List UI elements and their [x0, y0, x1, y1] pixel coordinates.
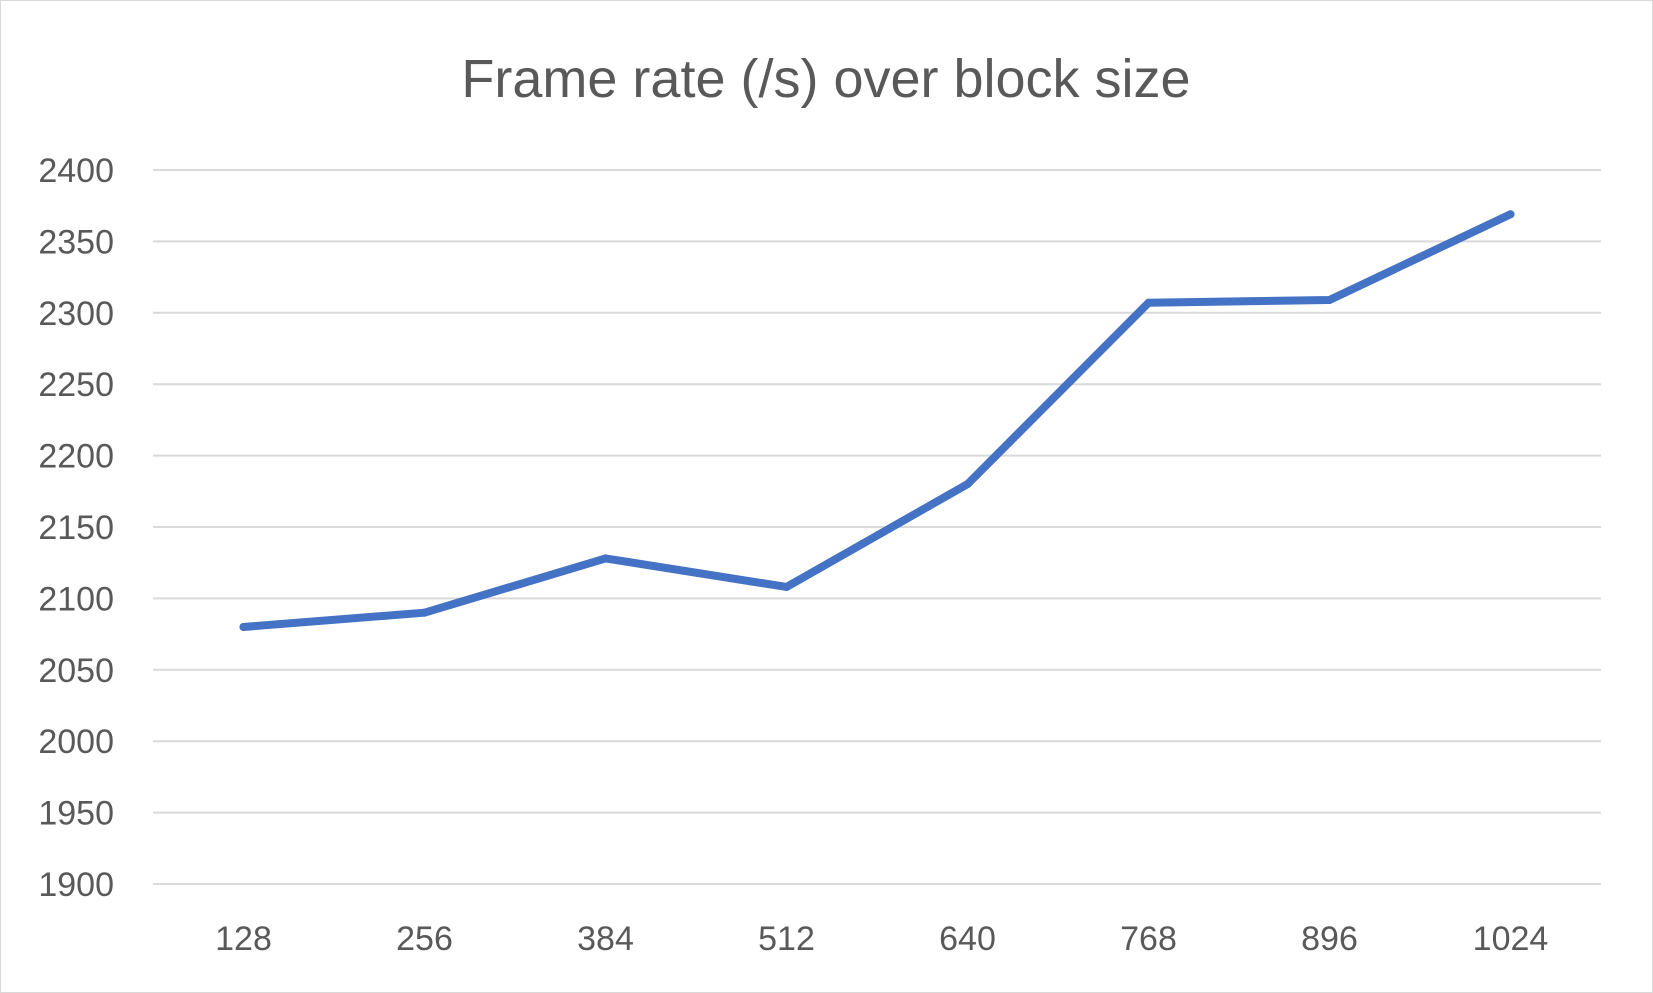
- gridlines: [153, 169, 1601, 885]
- x-tick-label: 384: [577, 920, 634, 958]
- x-tick-label: 896: [1301, 920, 1358, 958]
- y-tick-label: 2350: [38, 223, 114, 261]
- x-tick-label: 512: [758, 920, 815, 958]
- y-tick-label: 1900: [38, 866, 114, 904]
- y-tick-label: 2150: [38, 509, 114, 547]
- y-tick-label: 2050: [38, 652, 114, 690]
- y-tick-label: 2250: [38, 366, 114, 404]
- y-axis-tick-labels: 1900 1950 2000 2050 2100 2150 2200 2250 2300 2350…: [38, 152, 114, 904]
- data-point: [1506, 210, 1515, 219]
- data-point: [1325, 295, 1334, 304]
- y-tick-label: 1950: [38, 795, 114, 833]
- data-point: [601, 554, 610, 563]
- y-tick-label: 2100: [38, 580, 114, 618]
- series-layer: [239, 210, 1515, 631]
- y-tick-label: 2400: [38, 152, 114, 190]
- x-tick-label: 256: [396, 920, 453, 958]
- x-tick-label: 640: [939, 920, 996, 958]
- series-line: [239, 210, 1515, 631]
- y-tick-label: 2200: [38, 438, 114, 476]
- data-point: [1144, 298, 1153, 307]
- data-point: [963, 480, 972, 489]
- x-axis-tick-labels: 128 256 384 512 640 768 896 1024: [215, 920, 1548, 958]
- x-tick-label: 128: [215, 920, 272, 958]
- data-point: [239, 622, 248, 631]
- y-tick-label: 2000: [38, 723, 114, 761]
- y-tick-label: 2300: [38, 295, 114, 333]
- chart-title: Frame rate (/s) over block size: [461, 49, 1190, 109]
- x-tick-label: 768: [1120, 920, 1177, 958]
- data-point: [420, 608, 429, 617]
- data-point: [782, 582, 791, 591]
- x-tick-label: 1024: [1473, 920, 1549, 958]
